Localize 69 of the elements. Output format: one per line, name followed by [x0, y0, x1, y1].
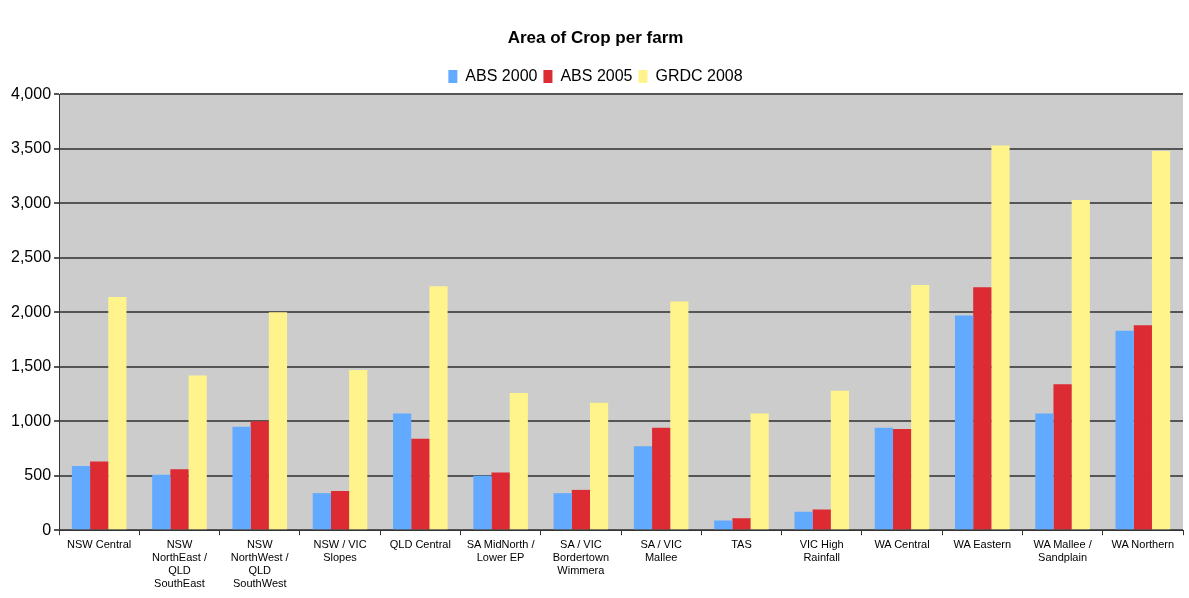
y-tick-label: 3,000 — [10, 193, 52, 211]
x-tick-label: WA Northern — [1111, 537, 1175, 550]
bar — [1115, 330, 1134, 530]
bar — [652, 427, 671, 530]
bar — [973, 287, 992, 530]
bar — [732, 518, 751, 530]
bar — [812, 509, 831, 530]
x-tick-label: NSW NorthEast / QLD SouthEast — [151, 537, 208, 590]
x-tick-label: QLD Central — [389, 537, 451, 550]
y-tick-label: 0 — [42, 520, 52, 538]
x-tick-label: SA / VIC Mallee — [640, 537, 682, 564]
bar — [670, 301, 689, 530]
bar — [1053, 384, 1072, 530]
legend-label: GRDC 2008 — [655, 66, 743, 84]
bar — [892, 428, 912, 530]
y-tick-label: 3,500 — [10, 139, 52, 157]
y-tick-label: 500 — [24, 466, 52, 484]
x-tick-label: NSW Central — [67, 537, 132, 550]
bar — [633, 446, 653, 530]
bar — [268, 312, 288, 530]
y-tick-label: 1,000 — [10, 411, 52, 429]
x-tick-label: NSW NorthWest / QLD SouthWest — [230, 537, 290, 590]
bar — [232, 426, 251, 530]
bar — [71, 465, 91, 530]
bar — [330, 490, 350, 530]
x-tick-label: TAS — [731, 537, 752, 550]
bar — [911, 285, 930, 530]
bar — [794, 511, 813, 530]
bar — [411, 438, 430, 530]
x-tick-label: WA Mallee / Sandplain — [1033, 537, 1093, 564]
bar — [1151, 151, 1171, 530]
bar — [349, 370, 368, 530]
bar — [188, 375, 207, 530]
bar — [170, 469, 189, 530]
legend-label: ABS 2005 — [560, 66, 633, 84]
bar — [553, 493, 572, 530]
x-tick-label: SA MidNorth / Lower EP — [466, 537, 536, 564]
bar — [874, 427, 893, 530]
y-tick-label: 1,500 — [10, 357, 52, 375]
bar — [571, 489, 590, 530]
bar — [312, 493, 331, 530]
y-tick-label: 2,500 — [10, 248, 52, 266]
bar — [90, 461, 109, 530]
x-tick-label: VIC High Rainfall — [799, 537, 844, 564]
bar — [1035, 413, 1054, 530]
y-tick-label: 2,000 — [10, 302, 52, 320]
bar — [491, 472, 510, 530]
bar — [830, 390, 850, 530]
bar — [250, 421, 269, 530]
bar — [589, 402, 609, 530]
bar — [955, 315, 974, 530]
chart-title: Area of Crop per farm — [507, 27, 684, 47]
x-tick-label: WA Eastern — [953, 537, 1012, 550]
bar — [714, 520, 733, 530]
x-tick-label: WA Central — [874, 537, 930, 550]
bar — [1071, 200, 1090, 530]
bar — [991, 145, 1010, 530]
x-tick-label: NSW / VIC Slopes — [313, 537, 367, 564]
bar — [429, 286, 448, 530]
y-tick-label: 4,000 — [10, 84, 52, 102]
legend-label: ABS 2000 — [465, 66, 538, 84]
x-tick-label: SA / VIC Bordertown Wimmera — [552, 537, 610, 577]
bar — [473, 475, 492, 530]
bar — [750, 413, 769, 530]
bar — [152, 474, 171, 530]
bar — [108, 297, 127, 530]
bar — [393, 413, 412, 530]
bar — [509, 392, 528, 530]
bar — [1133, 325, 1152, 530]
